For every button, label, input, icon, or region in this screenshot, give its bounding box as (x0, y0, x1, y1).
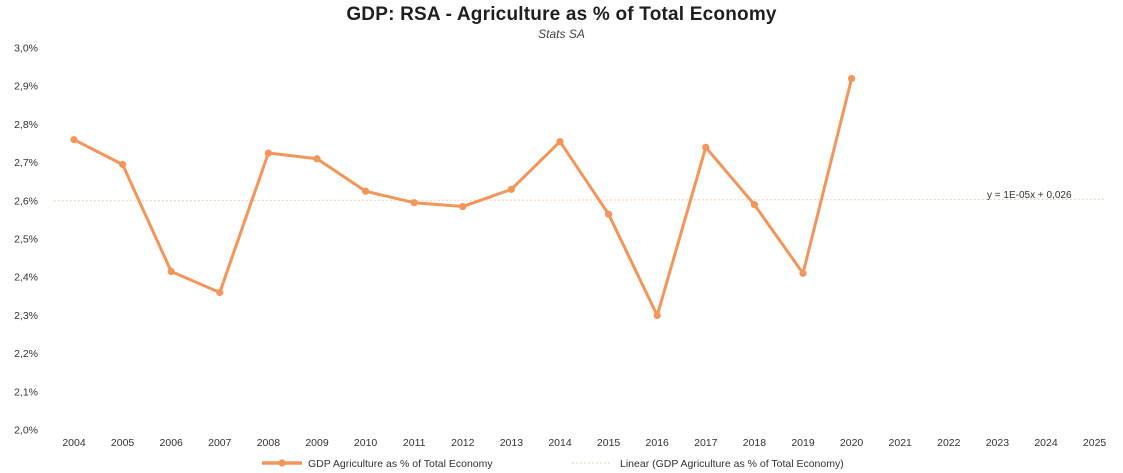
x-tick-label: 2024 (1034, 437, 1058, 449)
data-point (119, 160, 127, 169)
x-tick-label: 2017 (694, 437, 718, 449)
y-tick-label: 2,1% (14, 386, 38, 398)
data-point (313, 155, 321, 163)
legend-label-trendline: Linear (GDP Agriculture as % of Total Ec… (620, 458, 844, 470)
legend: GDP Agriculture as % of Total Economy Lin… (262, 458, 844, 470)
x-tick-label: 2021 (889, 437, 913, 449)
x-tick-label: 2011 (403, 437, 426, 449)
data-point (459, 202, 467, 211)
x-tick-label: 2023 (986, 437, 1010, 449)
annotation-group: y = 1E-05x + 0,026 (987, 190, 1072, 201)
data-point (216, 288, 224, 297)
data-point (702, 143, 710, 151)
x-tick-label: 2025 (1083, 437, 1107, 449)
data-point (653, 311, 661, 319)
x-tick-label: 2012 (451, 437, 475, 449)
data-point (264, 149, 272, 157)
data-point (167, 267, 175, 276)
legend-marker-series (278, 459, 286, 467)
data-point (410, 199, 418, 207)
y-axis-ticks: 2,0% 2,1% 2,2% 2,3% 2,4% 2,5% 2,6% 2,7% 2,8% 2,9%… (14, 43, 38, 437)
y-tick-label: 2,5% (14, 234, 38, 246)
x-axis-ticks: 2004 2005 2006 2007 2008 2009 2010 2011 2012 2013… (62, 437, 1106, 449)
x-tick-label: 2010 (354, 437, 378, 449)
y-tick-label: 2,4% (14, 272, 38, 284)
x-tick-label: 2013 (500, 437, 524, 449)
x-tick-label: 2008 (257, 437, 281, 449)
x-tick-label: 2005 (111, 437, 135, 449)
x-tick-label: 2020 (840, 437, 864, 449)
y-tick-label: 3,0% (14, 43, 38, 55)
x-tick-label: 2015 (597, 437, 621, 449)
x-tick-label: 2009 (305, 437, 329, 449)
chart-title: GDP: RSA - Agriculture as % of Total Eco… (346, 4, 777, 25)
x-tick-label: 2004 (62, 437, 86, 449)
x-tick-label: 2014 (548, 437, 572, 449)
series-line (72, 77, 854, 317)
x-tick-label: 2019 (791, 437, 815, 449)
y-tick-label: 2,2% (14, 348, 38, 360)
trendline (53, 198, 1105, 202)
data-point (605, 210, 613, 218)
x-tick-label: 2016 (646, 437, 670, 449)
data-point (507, 185, 515, 193)
data-point (362, 187, 370, 195)
y-tick-label: 2,7% (14, 157, 38, 169)
trendline-group (53, 198, 1105, 202)
y-tick-label: 2,9% (14, 81, 38, 93)
y-tick-label: 2,0% (14, 425, 38, 437)
data-point (70, 136, 78, 144)
trendline-equation: y = 1E-05x + 0,026 (987, 190, 1072, 201)
y-tick-label: 2,8% (14, 119, 38, 131)
series-group (70, 74, 856, 319)
x-tick-label: 2006 (160, 437, 184, 449)
x-tick-label: 2022 (937, 437, 961, 449)
y-tick-label: 2,6% (14, 195, 38, 207)
data-point (556, 137, 564, 146)
chart-subtitle: Stats SA (538, 27, 585, 41)
x-tick-label: 2007 (208, 437, 232, 449)
y-tick-label: 2,3% (14, 310, 38, 322)
data-point (799, 269, 807, 277)
legend-label-series: GDP Agriculture as % of Total Economy (308, 458, 493, 470)
x-tick-label: 2018 (743, 437, 767, 449)
data-point (848, 74, 856, 83)
data-point (750, 201, 759, 209)
